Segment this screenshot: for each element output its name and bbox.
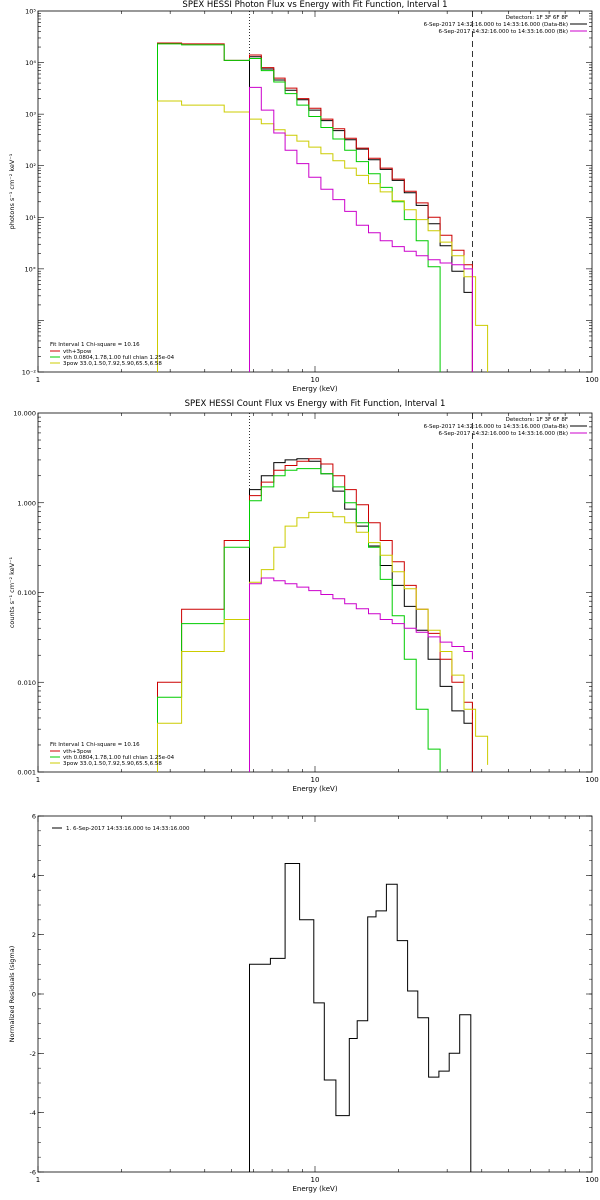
y-tick-label: 0.010 [17, 679, 36, 687]
legend-entry: 3pow 33.0,1.50,7.92,5.90,65.5,6.58 [63, 761, 162, 767]
legend-entry: 6-Sep-2017 14:32:16.000 to 14:33:16.000 … [439, 431, 569, 437]
y-tick-label: 10⁴ [25, 59, 36, 67]
y-axis-label: photons s⁻¹ cm⁻² keV⁻¹ [8, 153, 16, 229]
y-tick-label: 10⁻² [22, 369, 37, 377]
y-tick-label: 10.000 [13, 410, 36, 418]
legend-entry: Detectors: 1F 3F 6F 8F [506, 417, 568, 423]
y-tick-label: -4 [30, 1109, 36, 1117]
x-tick-label: 1 [36, 1176, 40, 1184]
series-3-histogram [157, 43, 441, 372]
x-tick-label: 100 [585, 376, 598, 384]
x-tick-label: 10 [311, 376, 320, 384]
y-axis-label: counts s⁻¹ cm⁻² keV⁻¹ [8, 556, 16, 628]
series-2-histogram [157, 458, 473, 772]
y-tick-label: 10¹ [25, 214, 36, 222]
x-tick-label: 1 [36, 376, 40, 384]
x-tick-label: 10 [311, 776, 320, 784]
y-tick-label: 0 [32, 991, 36, 999]
x-tick-label: 100 [585, 776, 598, 784]
y-tick-label: 10³ [25, 111, 36, 119]
legend-entry: 6-Sep-2017 14:32:16.000 to 14:33:16.000 … [424, 424, 568, 430]
y-tick-label: -6 [30, 1169, 36, 1177]
y-tick-label: 0.100 [17, 589, 36, 597]
plot-frame [37, 412, 593, 773]
y-tick-label: 6 [32, 813, 36, 821]
panel-3: 1 10 100 Energy (keV) -6 -4 -2 0 2 4 6 Normalized R… [8, 813, 599, 1194]
series-5-histogram [249, 86, 473, 372]
series-5-histogram [249, 577, 473, 772]
y-tick-label: 0.001 [17, 769, 36, 777]
fit-summary: Fit Interval 1 Chi-square = 10.16 [50, 342, 140, 348]
y-tick-label: -2 [30, 1050, 36, 1058]
legend-entry: vth+3pow [63, 349, 92, 355]
legend-entry: vth 0.0804,1.78,1.00 full chian 1.25e-04 [63, 755, 175, 761]
series-4-histogram [157, 511, 489, 772]
chart-title: SPEX HESSI Photon Flux vs Energy with Fi… [182, 0, 447, 10]
legend-entry: Detectors: 1F 3F 6F 8F [506, 15, 568, 21]
x-axis-label: Energy (keV) [292, 1185, 337, 1193]
series-2-histogram [157, 42, 473, 372]
series-1-histogram [249, 863, 472, 1172]
y-tick-label: 2 [32, 931, 36, 939]
y-tick-label: 1.000 [17, 499, 36, 507]
legend-entry: 3pow 33.0,1.50,7.92,5.90,65.5,6.58 [63, 361, 162, 367]
fit-summary: Fit Interval 1 Chi-square = 10.16 [50, 742, 140, 748]
legend-entry: vth+3pow [63, 749, 92, 755]
plot-frame [37, 815, 593, 1173]
y-tick-label: 4 [32, 872, 36, 880]
x-axis-label: Energy (keV) [292, 785, 337, 793]
series-4-histogram [157, 100, 489, 372]
panel-2: SPEX HESSI Count Flux vs Energy with Fit… [8, 399, 599, 793]
x-axis-label: Energy (keV) [292, 385, 337, 393]
x-tick-label: 1 [36, 776, 40, 784]
y-axis-label: Normalized Residuals (sigma) [8, 946, 16, 1043]
series-1-histogram [249, 458, 473, 772]
series-1-histogram [249, 56, 473, 372]
legend-entry: vth 0.0804,1.78,1.00 full chian 1.25e-04 [63, 355, 175, 361]
y-tick-label: 10⁵ [25, 8, 36, 16]
y-tick-label: 10² [25, 162, 36, 170]
panel-1: SPEX HESSI Photon Flux vs Energy with Fi… [8, 0, 599, 393]
chart-title: SPEX HESSI Count Flux vs Energy with Fit… [185, 399, 446, 409]
series-3-histogram [157, 468, 441, 772]
plot-frame [37, 10, 593, 373]
legend-entry: 6-Sep-2017 14:32:16.000 to 14:33:16.000 … [424, 22, 568, 28]
x-tick-label: 100 [585, 1176, 598, 1184]
legend-entry: 6-Sep-2017 14:32:16.000 to 14:33:16.000 … [439, 29, 569, 35]
x-tick-label: 10 [311, 1176, 320, 1184]
y-tick-label: 10° [24, 265, 36, 273]
legend-entry: 1. 6-Sep-2017 14:33:16.000 to 14:33:16.0… [66, 826, 190, 832]
